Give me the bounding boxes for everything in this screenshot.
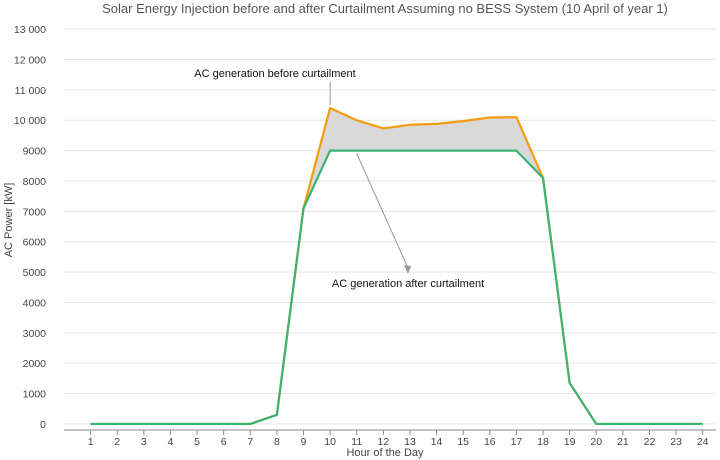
x-tick-label-22: 22 <box>644 436 656 448</box>
y-axis-ticks: 0 1000 2000 3000 4000 5000 6000 7000 8000 9000 10 … <box>14 24 46 431</box>
x-axis-ticks: 1 2 3 4 5 6 7 8 9 10 11 12 13 14 15 16 17 18 19 20 21 22 23 24 <box>64 429 716 448</box>
annotation-before-curtailment: AC generation before curtailment <box>194 68 355 80</box>
y-tick-label-11000: 11 000 <box>15 85 46 97</box>
x-tick-label-9: 9 <box>301 436 307 448</box>
x-tick-label-6: 6 <box>221 436 227 448</box>
x-tick-label-8: 8 <box>274 436 280 448</box>
x-tick-label-11: 11 <box>351 436 362 448</box>
annotation-leader-after <box>356 153 409 269</box>
x-axis-label: Hour of the Day <box>346 447 424 459</box>
x-tick-label-4: 4 <box>168 436 174 448</box>
grid <box>64 28 716 425</box>
y-tick-label-8000: 8000 <box>23 176 47 188</box>
x-tick-label-5: 5 <box>194 436 200 448</box>
x-tick-label-13: 13 <box>404 436 416 448</box>
y-tick-label-7000: 7000 <box>23 206 47 218</box>
annotations: AC generation before curtailment AC gener… <box>194 68 484 290</box>
curtailment-fill-area <box>303 108 544 209</box>
curtailment-area <box>303 108 544 209</box>
x-tick-label-7: 7 <box>247 436 253 448</box>
x-tick-label-15: 15 <box>457 436 469 448</box>
annotation-arrowhead <box>404 265 411 274</box>
series-line-before-curtailment <box>90 106 703 426</box>
x-tick-label-10: 10 <box>324 436 336 448</box>
x-tick-label-1: 1 <box>88 436 94 448</box>
x-tick-label-19: 19 <box>564 436 576 448</box>
y-tick-label-3000: 3000 <box>23 328 47 340</box>
y-tick-label-0: 0 <box>40 419 46 431</box>
y-tick-label-6000: 6000 <box>23 237 47 249</box>
chart-title: Solar Energy Injection before and after … <box>102 1 668 16</box>
y-tick-label-5000: 5000 <box>23 267 47 279</box>
annotation-after-curtailment: AC generation after curtailment <box>332 278 484 290</box>
y-tick-label-10000: 10 000 <box>14 115 46 127</box>
y-tick-label-12000: 12 000 <box>14 54 46 66</box>
y-tick-label-13000: 13 000 <box>14 24 46 36</box>
x-tick-label-18: 18 <box>537 436 549 448</box>
y-tick-label-9000: 9000 <box>23 146 47 158</box>
y-tick-label-2000: 2000 <box>23 358 47 370</box>
x-tick-label-2: 2 <box>114 436 120 448</box>
x-tick-label-21: 21 <box>617 436 629 448</box>
x-tick-label-24: 24 <box>697 436 709 448</box>
x-tick-label-3: 3 <box>141 436 147 448</box>
y-axis-label: AC Power [kW] <box>3 183 15 258</box>
y-tick-label-1000: 1000 <box>23 389 47 401</box>
series-line-after-curtailment <box>90 149 703 426</box>
x-tick-label-17: 17 <box>511 436 523 448</box>
x-tick-label-12: 12 <box>378 436 390 448</box>
x-tick-label-23: 23 <box>670 436 682 448</box>
series-layer <box>90 106 703 426</box>
x-tick-label-16: 16 <box>484 436 496 448</box>
y-tick-label-4000: 4000 <box>23 297 47 309</box>
x-tick-label-20: 20 <box>590 436 602 448</box>
x-tick-label-14: 14 <box>431 436 443 448</box>
